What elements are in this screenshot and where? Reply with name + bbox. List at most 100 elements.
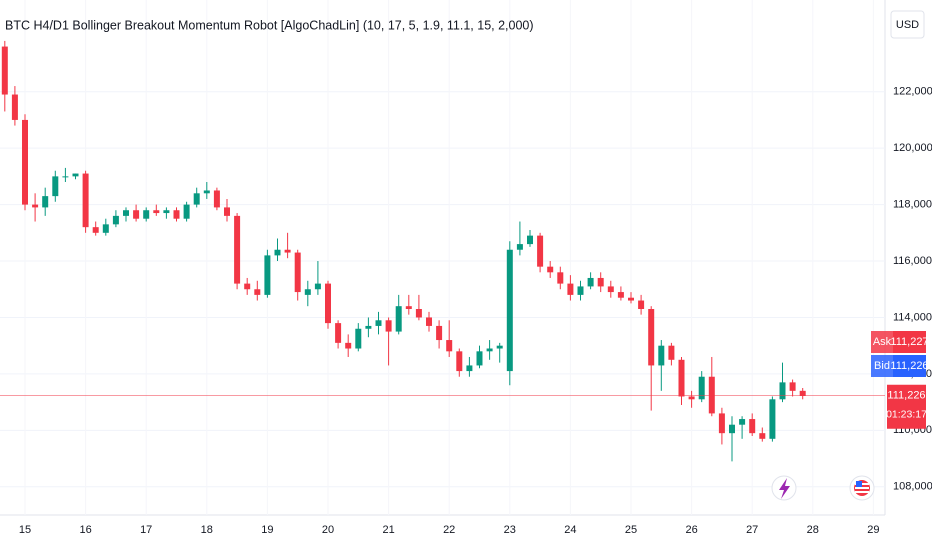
candle-body (577, 286, 584, 295)
x-tick-label: 29 (867, 524, 879, 536)
x-tick-label: 28 (807, 524, 819, 536)
candle-body (133, 210, 140, 219)
candle-body (92, 227, 99, 233)
candle-body (143, 210, 150, 219)
candle-body (173, 210, 180, 219)
candle-body (365, 325, 372, 329)
last-price-box (887, 384, 926, 429)
price-tag-name: Ask (873, 336, 892, 348)
candle-body (72, 173, 79, 177)
candle-body (22, 119, 28, 205)
candle-body (516, 244, 523, 250)
candle-body (597, 277, 604, 287)
candle-body (375, 320, 382, 326)
candle-body (496, 345, 503, 349)
candle-body (123, 210, 129, 216)
candle-body (244, 283, 251, 290)
us-flag-icon[interactable] (849, 475, 875, 501)
chart-title: BTC H4/D1 Bollinger Breakout Momentum Ro… (5, 18, 534, 32)
candle-body (163, 210, 170, 214)
candle-body (415, 309, 422, 318)
candle-body (789, 382, 796, 391)
candle-body (112, 215, 119, 225)
candle-body (688, 396, 695, 400)
candle-body (355, 328, 362, 349)
candle-body (385, 320, 392, 332)
candle-body (547, 266, 554, 273)
candle-body (436, 325, 443, 341)
candle-body (294, 252, 301, 293)
price-tag-box (893, 355, 926, 377)
candle-body (638, 300, 645, 309)
y-tick-label: 118,000 (893, 198, 932, 210)
candle-body (102, 224, 109, 233)
currency-button[interactable] (890, 10, 925, 39)
candle-body (335, 323, 342, 343)
candle-body (749, 419, 756, 434)
candle-body (213, 190, 220, 208)
countdown: 01:23:17 (886, 409, 927, 421)
price-tag-name: Bid (874, 360, 890, 372)
candle-body (274, 249, 281, 256)
candle-body (183, 204, 190, 219)
candle-body (42, 196, 49, 208)
candle-body (264, 255, 271, 295)
y-tick-label: 116,000 (893, 255, 932, 267)
plot-area (0, 40, 885, 488)
candle-body (426, 317, 432, 326)
candle-body (234, 215, 241, 284)
candle-body (698, 376, 705, 400)
x-tick-label: 18 (201, 524, 213, 536)
candle-body (607, 286, 614, 293)
x-tick-label: 15 (19, 524, 31, 536)
y-tick-label: 122,000 (893, 86, 932, 98)
candle-body (729, 424, 735, 434)
candle-body (628, 297, 634, 301)
x-tick-label: 27 (746, 524, 758, 536)
candle-body (325, 283, 331, 324)
price-tag-name-box (871, 331, 893, 353)
price-tag-value: 111,227 (890, 336, 928, 348)
candle-body (476, 351, 483, 366)
candle-body (617, 292, 624, 298)
candle-body (668, 345, 675, 360)
candle-body (799, 390, 806, 396)
candle-body (11, 94, 18, 120)
x-tick-label: 22 (443, 524, 455, 536)
price-tag-name-box (871, 355, 893, 377)
candle-body (537, 235, 544, 267)
candle-body (52, 176, 59, 197)
candle-body (769, 399, 776, 439)
candle-body (224, 207, 230, 216)
candle-body (779, 382, 786, 400)
currency-label[interactable]: USD (896, 19, 919, 31)
candle-body (739, 419, 746, 425)
candle-body (708, 376, 715, 414)
candle-body (567, 283, 574, 295)
candle-body (506, 249, 513, 372)
candle-body (759, 433, 766, 439)
candle-body (153, 210, 160, 214)
x-tick-label: 21 (382, 524, 394, 536)
candle-body (456, 351, 463, 372)
candle-body (527, 235, 533, 245)
price-tag-box (893, 331, 926, 353)
x-tick-label: 23 (504, 524, 516, 536)
x-tick-label: 26 (685, 524, 697, 536)
candle-body (405, 306, 412, 309)
candle-body (304, 289, 311, 295)
candle-body (587, 277, 594, 287)
candle-body (658, 345, 665, 366)
candle-body (284, 249, 291, 253)
x-tick-label: 25 (625, 524, 637, 536)
lightning-icon[interactable] (771, 475, 797, 501)
candle-body (62, 176, 69, 178)
candle-body (32, 204, 39, 208)
candle-body (446, 340, 453, 352)
candle-body (395, 306, 402, 332)
candle-body (254, 289, 261, 295)
candle-body (557, 272, 564, 284)
x-tick-label: 17 (140, 524, 152, 536)
last-price-value: 111,226 (887, 390, 925, 402)
candle-body (82, 173, 89, 228)
